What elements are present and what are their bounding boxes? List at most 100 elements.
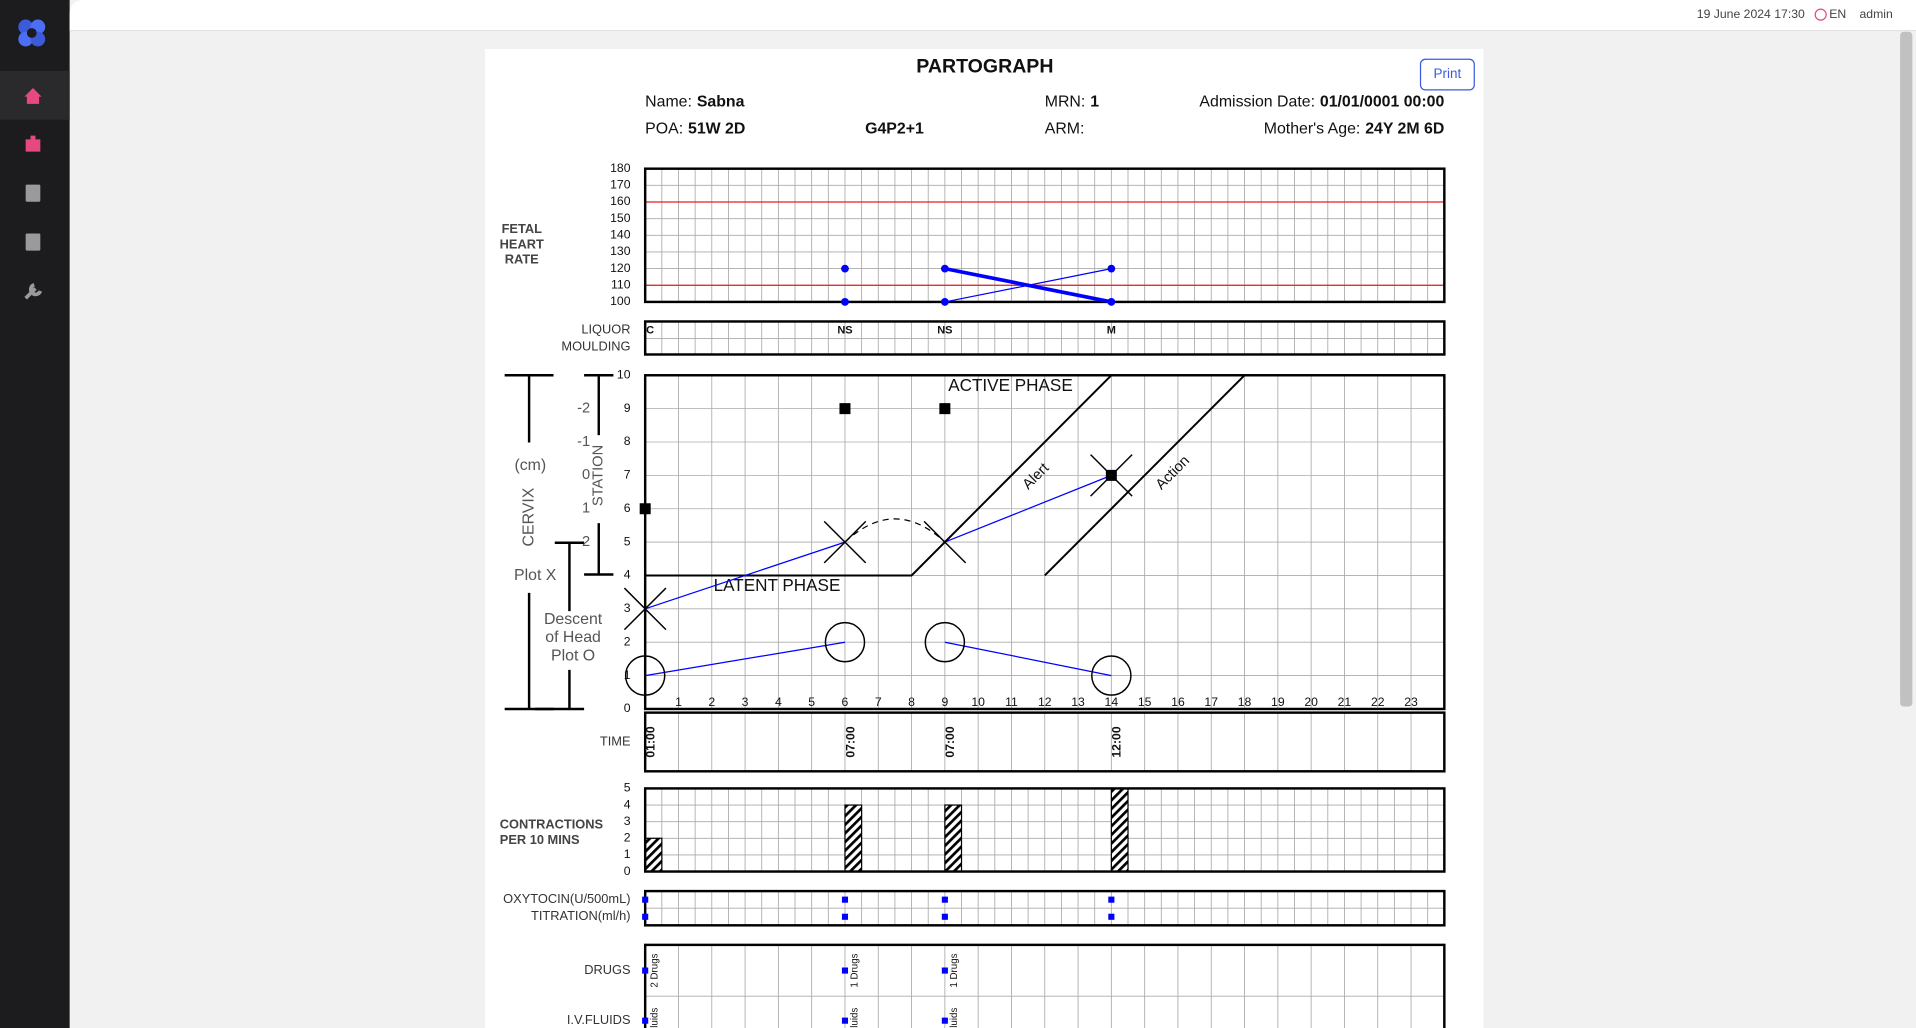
row-label: LIQUOR (581, 321, 630, 336)
field-value: 01/01/0001 00:00 (1320, 94, 1445, 111)
contraction-bar (1110, 787, 1129, 873)
partograph: Name: Sabna MRN: 1 Admission Date: 01/01/0001… (500, 94, 1446, 1028)
y-tick-label: 3 (624, 814, 631, 828)
patient-field: MRN: 1 (1045, 94, 1099, 111)
contraction-bar (844, 804, 863, 873)
field-value: 51W 2D (688, 121, 745, 138)
row-label: RATE (505, 252, 539, 267)
y-tick-label: 120 (610, 261, 631, 275)
scrollbar[interactable] (1900, 31, 1913, 707)
label: STATION (591, 445, 607, 506)
liquor-entry: NS (937, 325, 952, 337)
x-tick-label: 13 (1071, 695, 1085, 709)
field-label: POA: (645, 121, 683, 138)
y-tick-label: 180 (610, 161, 631, 175)
nav-records[interactable] (25, 184, 41, 202)
x-tick-label: 19 (1271, 695, 1285, 709)
row-label: I.V.FLUIDS (567, 1012, 631, 1027)
y-tick-label: 5 (624, 534, 631, 548)
y-tick-label: 6 (624, 501, 631, 515)
field-value: 24Y 2M 6D (1365, 121, 1444, 138)
x-tick-label: 21 (1338, 695, 1352, 709)
station-tick: 2 (582, 534, 590, 550)
patient-field: Name: Sabna (645, 94, 744, 111)
alert-line (645, 374, 1113, 577)
descent-line (944, 641, 1112, 677)
x-tick-label: 12 (1038, 695, 1052, 709)
x-tick-label: 18 (1238, 695, 1252, 709)
patient-field: Mother's Age: 24Y 2M 6D (1264, 121, 1445, 138)
liquor-entry: C (646, 325, 654, 337)
field-label: Admission Date: (1199, 94, 1315, 111)
drugs-entry: 2 Drugs (650, 953, 661, 987)
y-tick-label: 2 (624, 634, 631, 648)
iv_fluids-entry: Fluids (949, 1008, 960, 1028)
row-label: PER 10 MINS (500, 832, 580, 847)
fhr-point (841, 264, 849, 273)
row-label: OXYTOCIN(U/500mL) (503, 891, 630, 906)
patient-field: ARM: (1045, 121, 1085, 138)
descent-o (624, 655, 666, 696)
time-entry: 12:00 (1110, 726, 1124, 757)
station-tick: 0 (582, 467, 590, 483)
x-tick-label: 7 (875, 695, 882, 709)
iv_fluids-entry: Fluids (849, 1008, 860, 1028)
oxytocin-dot (841, 913, 849, 920)
y-tick-label: 9 (624, 401, 631, 415)
liquor-entry: NS (837, 325, 852, 337)
y-tick-label: 4 (624, 568, 631, 582)
x-tick-label: 23 (1404, 695, 1418, 709)
oxytocin-dot (941, 896, 948, 903)
logo[interactable] (18, 19, 46, 47)
x-tick-label: 16 (1171, 695, 1185, 709)
label: Plot X (514, 567, 557, 584)
field-value: 1 (1090, 94, 1099, 111)
phase-label: ACTIVE PHASE (948, 376, 1073, 395)
datetime: 19 June 2024 17:30 (1697, 7, 1805, 21)
iv_fluids-dot (642, 1017, 649, 1024)
panel-frame (643, 711, 1446, 773)
field-label: MRN: (1045, 94, 1086, 111)
print-label[interactable]: Print (1434, 66, 1462, 81)
contraction-bar (944, 804, 963, 873)
row-label: MOULDING (561, 339, 630, 354)
drugs-dot (841, 967, 849, 974)
cervix-x (623, 587, 667, 631)
y-tick-label: 140 (610, 228, 631, 242)
panel-frame (643, 943, 1446, 1028)
x-tick-label: 17 (1204, 695, 1218, 709)
oxytocin-dot (1108, 896, 1115, 903)
row-label: FETAL (502, 221, 543, 236)
fhr-line (944, 268, 1112, 303)
x-tick-label: 3 (742, 695, 749, 709)
x-tick-label: 2 (708, 695, 715, 709)
station-tick: -1 (577, 434, 590, 450)
row-label: HEART (500, 236, 544, 251)
time-entry: 07:00 (943, 726, 957, 757)
print-button[interactable] (1419, 58, 1475, 91)
patient-field: Admission Date: 01/01/0001 00:00 (1199, 94, 1444, 111)
cervix-line (644, 541, 846, 610)
y-tick-label: 5 (624, 781, 631, 795)
x-tick-label: 4 (775, 695, 782, 709)
row-label: CONTRACTIONS (500, 816, 604, 831)
drugs-dot (642, 967, 649, 974)
x-tick-label: 5 (808, 695, 815, 709)
y-tick-label: 0 (624, 701, 631, 715)
y-tick-label: 3 (624, 601, 631, 615)
descent-o (1091, 655, 1132, 696)
language[interactable]: EN (1829, 7, 1846, 21)
nav-settings[interactable] (24, 283, 43, 300)
cervix-arc (844, 518, 946, 543)
user[interactable]: admin (1860, 7, 1893, 21)
panel-frame (643, 374, 1446, 711)
x-tick-label: 14 (1105, 695, 1119, 709)
nav-home[interactable] (24, 88, 42, 104)
row-label: TIME (600, 733, 631, 748)
action-line (1044, 374, 1246, 577)
nav-book[interactable] (25, 233, 41, 251)
patient-field: POA: 51W 2D (645, 121, 745, 138)
x-tick-label: 11 (1005, 695, 1018, 709)
nav-hospital[interactable] (25, 135, 41, 152)
